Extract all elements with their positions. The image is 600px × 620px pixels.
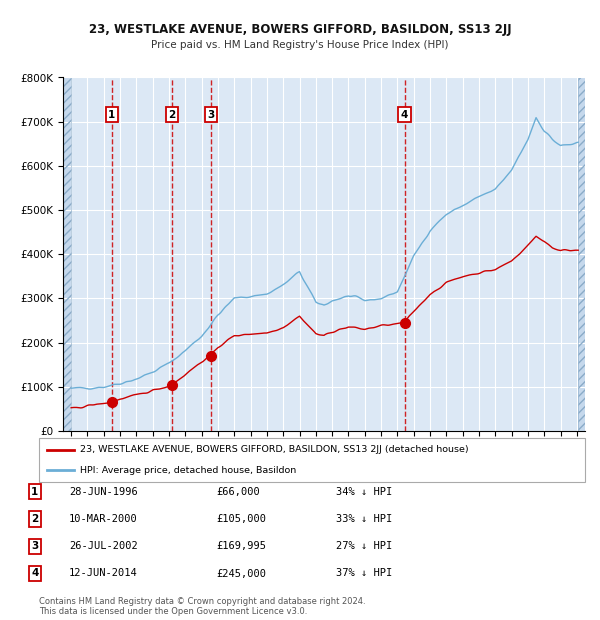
Text: 33% ↓ HPI: 33% ↓ HPI (336, 514, 392, 524)
Text: £105,000: £105,000 (216, 514, 266, 524)
Text: 1: 1 (108, 110, 115, 120)
Text: HPI: Average price, detached house, Basildon: HPI: Average price, detached house, Basi… (80, 466, 296, 475)
FancyBboxPatch shape (39, 438, 585, 482)
Text: 12-JUN-2014: 12-JUN-2014 (69, 569, 138, 578)
Bar (578, 78, 585, 431)
Text: £245,000: £245,000 (216, 569, 266, 578)
Text: Contains HM Land Registry data © Crown copyright and database right 2024.: Contains HM Land Registry data © Crown c… (39, 597, 365, 606)
Text: 4: 4 (31, 569, 38, 578)
Text: 2: 2 (31, 514, 38, 524)
Text: Price paid vs. HM Land Registry's House Price Index (HPI): Price paid vs. HM Land Registry's House … (151, 40, 449, 50)
Text: £169,995: £169,995 (216, 541, 266, 551)
Text: 1: 1 (31, 487, 38, 497)
Text: £66,000: £66,000 (216, 487, 260, 497)
Text: 2: 2 (169, 110, 176, 120)
Bar (578, 78, 585, 431)
Text: 23, WESTLAKE AVENUE, BOWERS GIFFORD, BASILDON, SS13 2JJ (detached house): 23, WESTLAKE AVENUE, BOWERS GIFFORD, BAS… (80, 445, 469, 454)
Text: 27% ↓ HPI: 27% ↓ HPI (336, 541, 392, 551)
Text: 37% ↓ HPI: 37% ↓ HPI (336, 569, 392, 578)
Bar (63, 78, 71, 431)
Text: 4: 4 (401, 110, 408, 120)
Text: 3: 3 (208, 110, 215, 120)
Text: This data is licensed under the Open Government Licence v3.0.: This data is licensed under the Open Gov… (39, 606, 307, 616)
Text: 10-MAR-2000: 10-MAR-2000 (69, 514, 138, 524)
Text: 23, WESTLAKE AVENUE, BOWERS GIFFORD, BASILDON, SS13 2JJ: 23, WESTLAKE AVENUE, BOWERS GIFFORD, BAS… (89, 23, 511, 36)
Text: 28-JUN-1996: 28-JUN-1996 (69, 487, 138, 497)
Text: 26-JUL-2002: 26-JUL-2002 (69, 541, 138, 551)
Text: 3: 3 (31, 541, 38, 551)
Text: 34% ↓ HPI: 34% ↓ HPI (336, 487, 392, 497)
Bar (63, 78, 71, 431)
